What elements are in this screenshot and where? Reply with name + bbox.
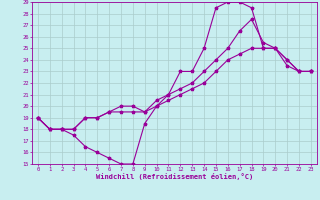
X-axis label: Windchill (Refroidissement éolien,°C): Windchill (Refroidissement éolien,°C) — [96, 173, 253, 180]
